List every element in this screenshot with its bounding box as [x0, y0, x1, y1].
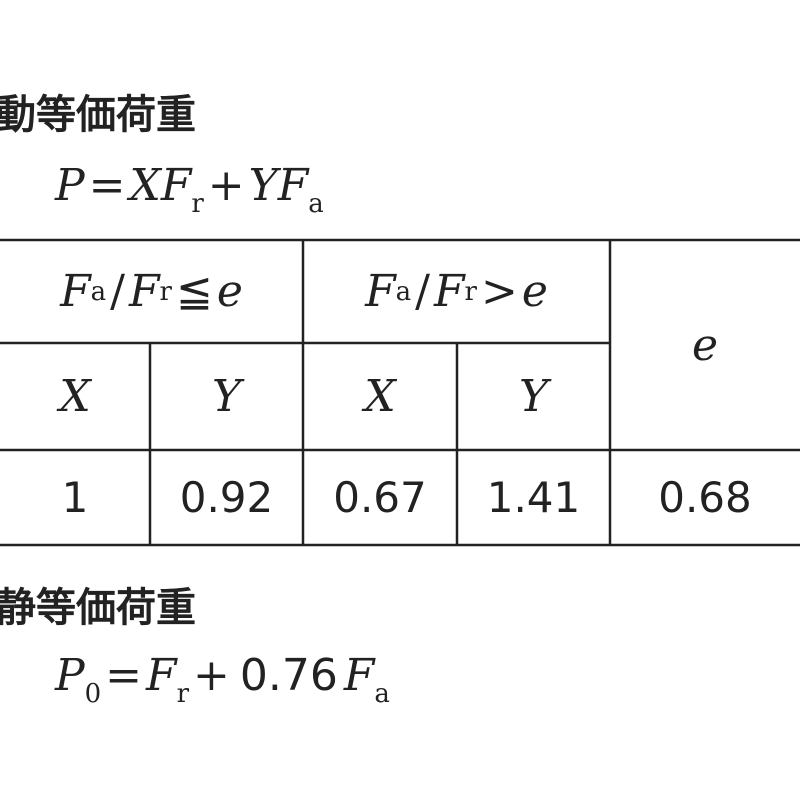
symbol: F: [365, 266, 396, 317]
subheader-cell: Y: [150, 343, 303, 450]
subscript: a: [374, 679, 390, 709]
symbol: =: [88, 160, 126, 211]
symbol: P: [55, 650, 85, 701]
subscript: 0: [84, 679, 102, 709]
data-cell: 1: [0, 450, 150, 545]
subscript: a: [308, 189, 324, 219]
value: 1: [61, 473, 89, 522]
symbol: Y: [518, 371, 549, 422]
symbol: ≦: [175, 266, 213, 317]
subscript: r: [176, 679, 189, 709]
subscript: r: [191, 189, 204, 219]
value: 0.92: [179, 473, 274, 522]
formula: P=XFr+YFa: [55, 160, 324, 219]
value: 1.41: [486, 473, 581, 522]
symbol: /: [110, 266, 125, 317]
symbol: X: [59, 371, 91, 422]
symbol: F: [433, 266, 465, 317]
section-title: 動等価荷重: [0, 92, 196, 138]
symbol: F: [277, 160, 309, 211]
subheader-cell: X: [303, 343, 457, 450]
symbol: =: [105, 650, 143, 701]
symbol: X: [129, 160, 161, 211]
symbol: +: [193, 650, 230, 701]
symbol: e: [691, 319, 719, 371]
header-cell: e: [610, 240, 800, 450]
symbol: F: [160, 160, 192, 211]
value: 0.68: [658, 473, 752, 522]
symbol: F: [128, 266, 160, 317]
symbol: e: [521, 266, 548, 317]
symbol: P: [55, 160, 85, 211]
symbol: F: [60, 266, 91, 317]
symbol: +: [207, 160, 245, 211]
subscript: a: [90, 276, 107, 307]
symbol: Y: [248, 160, 278, 211]
symbol: e: [216, 266, 243, 317]
data-cell: 0.68: [610, 450, 800, 545]
symbol: Y: [211, 371, 242, 422]
data-cell: 0.67: [303, 450, 457, 545]
symbol: X: [364, 371, 396, 422]
subscript: a: [395, 276, 412, 307]
subscript: r: [464, 276, 477, 307]
symbol: F: [343, 650, 375, 701]
symbol: F: [146, 650, 177, 701]
symbol: >: [480, 266, 518, 317]
symbol: /: [415, 266, 430, 317]
subscript: r: [159, 276, 172, 307]
formula: P0=Fr+ 0.76 Fa: [55, 650, 390, 709]
data-cell: 1.41: [457, 450, 610, 545]
section-title: 静等価荷重: [0, 585, 196, 631]
subheader-cell: Y: [457, 343, 610, 450]
data-cell: 0.92: [150, 450, 303, 545]
symbol: 0.76: [239, 650, 338, 701]
value: 0.67: [333, 473, 427, 522]
subheader-cell: X: [0, 343, 150, 450]
